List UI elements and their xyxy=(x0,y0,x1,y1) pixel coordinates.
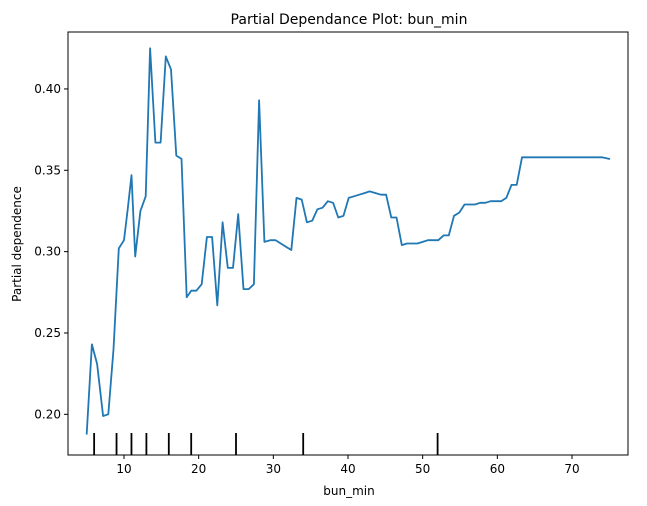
x-tick-label-5: 60 xyxy=(490,462,505,476)
chart-title: Partial Dependance Plot: bun_min xyxy=(231,12,468,28)
x-tick-label-1: 20 xyxy=(191,462,206,476)
plot-area: 10 20 30 40 50 60 70 0.20 0.25 0.30 0.35 0.40 xyxy=(34,31,629,476)
x-axis-label: bun_min xyxy=(323,484,374,498)
x-tick-label-3: 40 xyxy=(340,462,355,476)
x-tick-label-0: 10 xyxy=(116,462,131,476)
x-tick-label-4: 50 xyxy=(415,462,430,476)
x-tick-label-6: 70 xyxy=(564,462,579,476)
y-tick-label-2: 0.30 xyxy=(34,245,61,259)
series-line-0 xyxy=(85,47,611,435)
y-tick-label-0: 0.20 xyxy=(34,407,61,421)
y-tick-label-4: 0.40 xyxy=(34,82,61,96)
x-tick-label-2: 30 xyxy=(266,462,281,476)
y-tick-label-1: 0.25 xyxy=(34,326,61,340)
y-axis-label: Partial dependence xyxy=(10,186,24,302)
y-tick-label-3: 0.35 xyxy=(34,163,61,177)
